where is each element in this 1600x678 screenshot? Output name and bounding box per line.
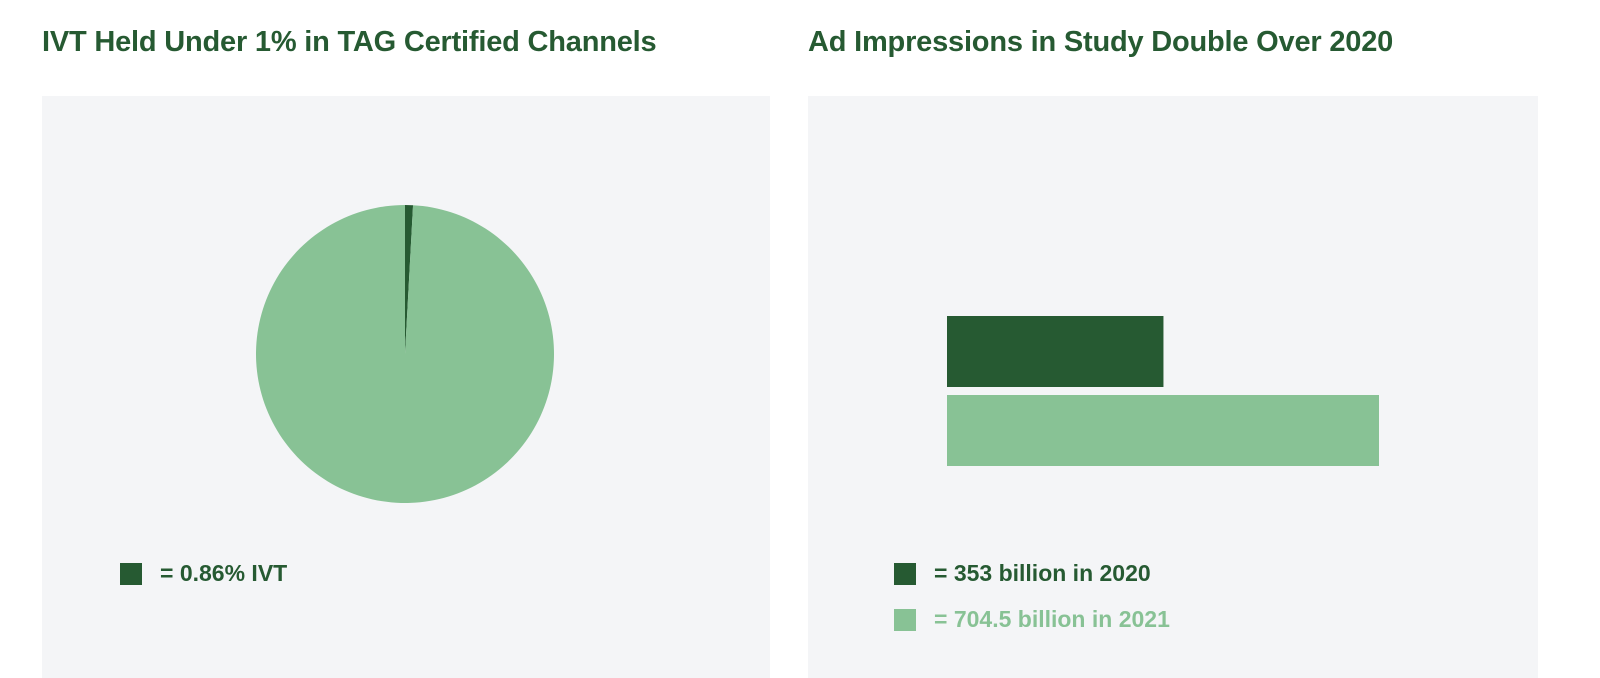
pie-chart-panel: = 0.86% IVT bbox=[42, 96, 770, 678]
bar-2021 bbox=[947, 395, 1379, 466]
bar-2020 bbox=[947, 316, 1164, 387]
bar-chart bbox=[947, 316, 1379, 466]
bar-legend-swatch-2020 bbox=[894, 562, 916, 585]
bar-chart-panel: = 353 billion in 2020 = 704.5 billion in… bbox=[808, 96, 1538, 678]
bar-chart-title: Ad Impressions in Study Double Over 2020 bbox=[808, 26, 1394, 58]
pie-slice-0 bbox=[405, 205, 414, 354]
pie-legend-item: = 0.86% IVT bbox=[120, 560, 287, 587]
bar-legend-swatch-2021 bbox=[894, 608, 916, 631]
bar-legend-item-2021: = 704.5 billion in 2021 bbox=[894, 606, 1170, 633]
pie-slice-1 bbox=[255, 205, 554, 503]
pie-chart-title: IVT Held Under 1% in TAG Certified Chann… bbox=[42, 26, 657, 58]
pie-legend-label-ivt: = 0.86% IVT bbox=[160, 560, 288, 586]
pie-chart bbox=[255, 205, 554, 503]
pie-legend-swatch-ivt bbox=[120, 562, 142, 585]
bar-legend-label-2021: = 704.5 billion in 2021 bbox=[934, 606, 1170, 632]
bar-legend-label-2020: = 353 billion in 2020 bbox=[934, 560, 1151, 586]
bar-legend-item-2020: = 353 billion in 2020 bbox=[894, 560, 1151, 587]
